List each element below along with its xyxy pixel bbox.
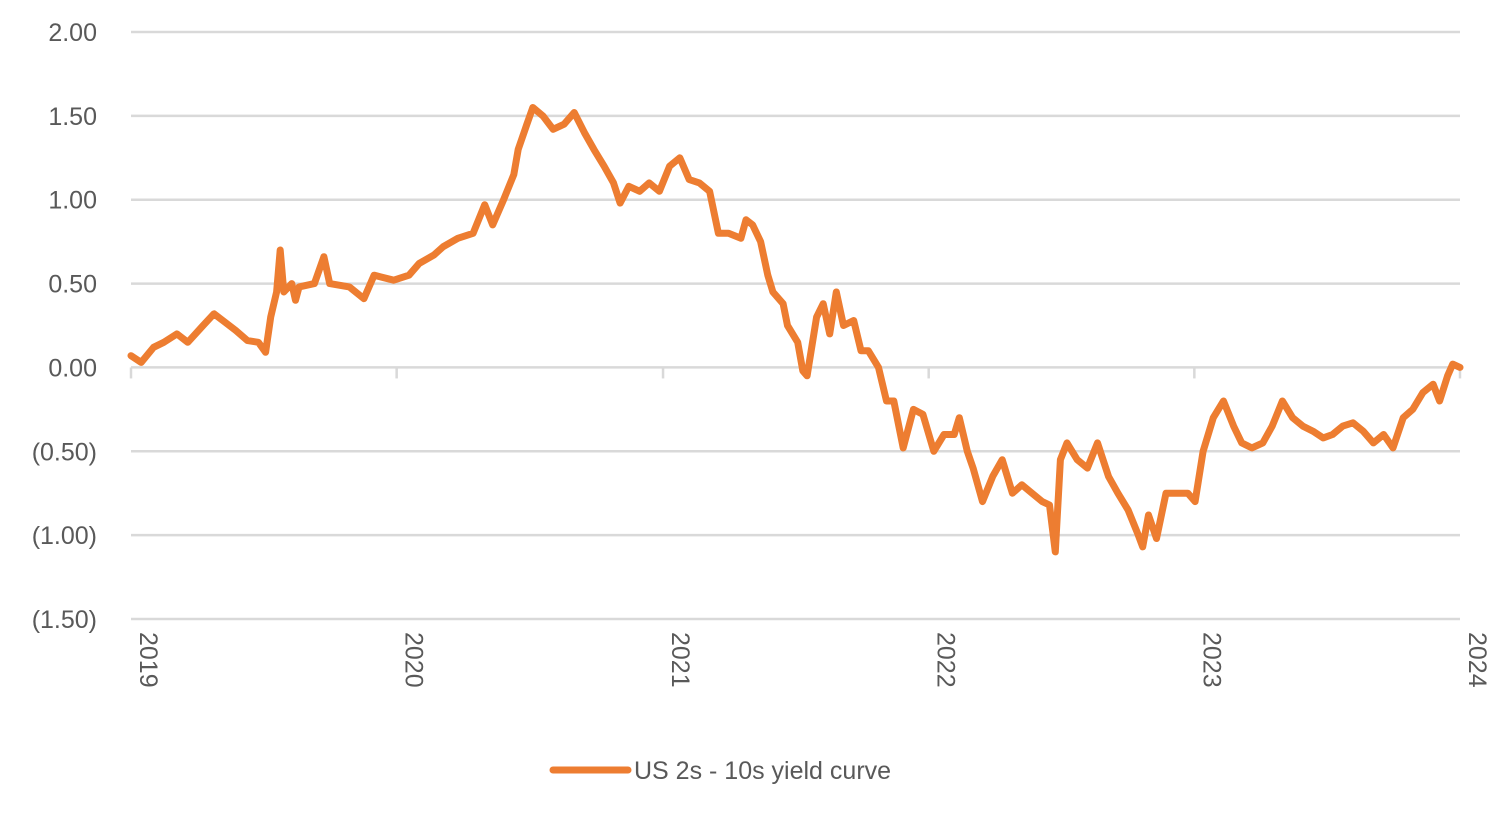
legend: US 2s - 10s yield curve: [553, 757, 891, 785]
y-tick-label: 0.00: [48, 354, 97, 382]
x-tick-label: 2021: [666, 632, 694, 688]
y-tick-label: 1.00: [48, 187, 97, 215]
y-axis-ticks: 2.00 1.50 1.00 0.50 0.00 (0.50) (1.00) (1.50): [32, 19, 97, 634]
y-tick-label: 0.50: [48, 271, 97, 299]
x-tick-label: 2020: [400, 632, 428, 688]
y-tick-label: (1.00): [32, 522, 97, 550]
y-tick-label: 2.00: [48, 19, 97, 47]
series-line: [131, 108, 1460, 552]
x-axis-ticks: 2019 2020 2021 2022 2023 2024: [131, 367, 1491, 687]
x-tick-label: 2022: [932, 632, 960, 688]
y-tick-label: 1.50: [48, 103, 97, 131]
series-group: [131, 107, 1460, 552]
x-tick-label: 2019: [134, 632, 162, 688]
x-tick-label: 2023: [1197, 632, 1225, 688]
y-tick-label: (0.50): [32, 438, 97, 466]
legend-label: US 2s - 10s yield curve: [634, 757, 891, 785]
y-tick-label: (1.50): [32, 606, 97, 634]
gridlines: [131, 32, 1460, 619]
x-tick-label: 2024: [1463, 632, 1491, 688]
